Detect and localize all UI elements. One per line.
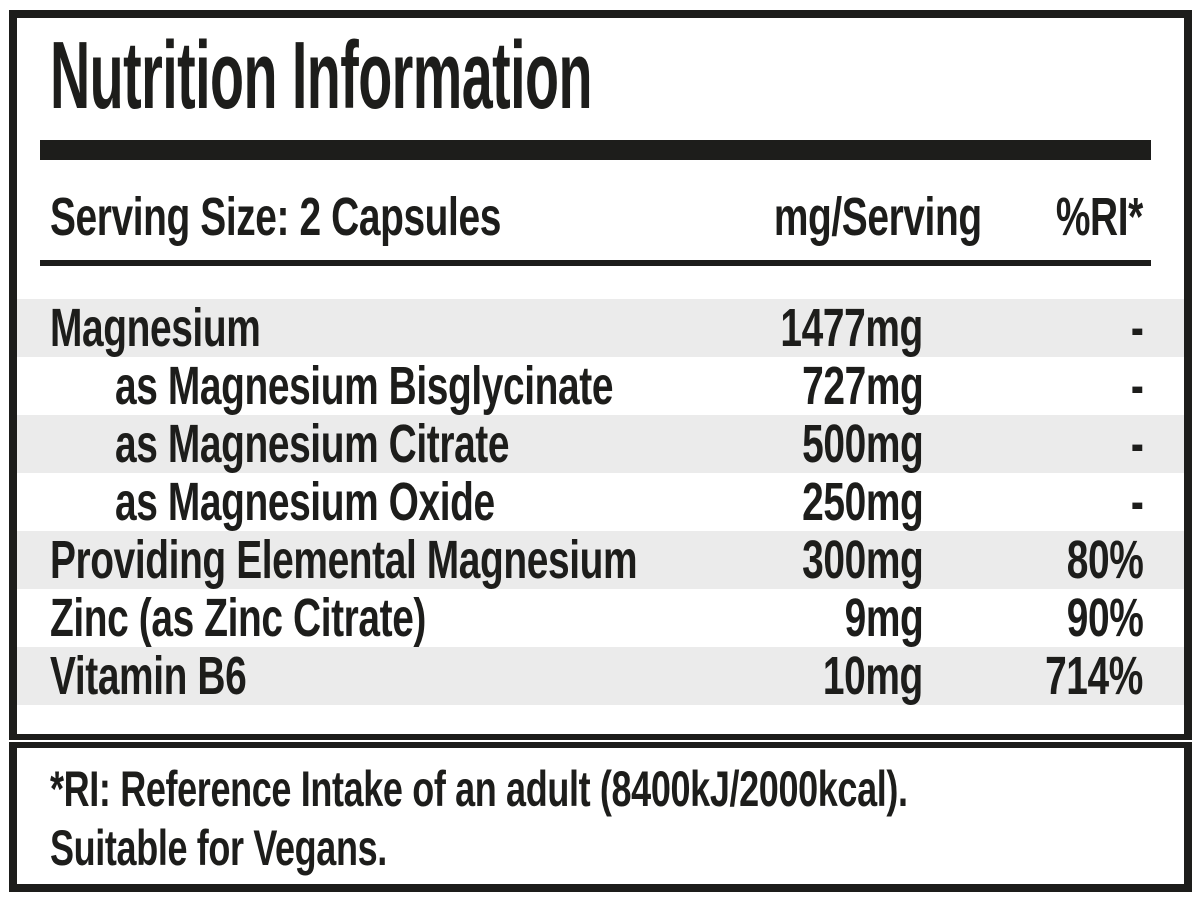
nutrient-amount: 500mg <box>801 414 924 474</box>
page-title: Nutrition Information <box>50 22 1184 129</box>
header-serving-size: Serving Size: 2 Capsules <box>50 187 501 247</box>
page-title-text: Nutrition Information <box>50 22 592 129</box>
header-divider-line <box>40 260 1151 266</box>
table-header: Serving Size: 2 Capsules mg/Serving %RI* <box>17 187 1184 247</box>
nutrient-amount: 300mg <box>801 530 924 590</box>
nutrient-name: Magnesium <box>50 298 261 358</box>
table-row-magnesium-oxide: as Magnesium Oxide 250mg - <box>17 472 1184 532</box>
nutrient-ri: - <box>1130 298 1143 358</box>
nutrient-amount: 9mg <box>844 588 923 648</box>
header-percent-ri: %RI* <box>1055 187 1143 247</box>
table-row-vitamin-b6: Vitamin B6 10mg 714% <box>17 646 1184 706</box>
nutrient-amount: 10mg <box>822 646 923 706</box>
footnote-vegan: Suitable for Vegans. <box>50 820 387 876</box>
table-row-magnesium: Magnesium 1477mg - <box>17 298 1184 358</box>
nutrient-ri: 90% <box>1066 588 1143 648</box>
table-row-elemental-magnesium: Providing Elemental Magnesium 300mg 80% <box>17 530 1184 590</box>
nutrient-name: as Magnesium Bisglycinate <box>115 356 614 416</box>
table-row-magnesium-citrate: as Magnesium Citrate 500mg - <box>17 414 1184 474</box>
nutrient-ri: 714% <box>1045 646 1143 706</box>
nutrient-amount: 250mg <box>801 472 924 532</box>
nutrient-name: as Magnesium Oxide <box>115 472 495 532</box>
nutrient-ri: 80% <box>1066 530 1143 590</box>
nutrient-name: Vitamin B6 <box>50 646 247 706</box>
footnote-panel: *RI: Reference Intake of an adult (8400k… <box>9 742 1192 892</box>
table-row-magnesium-bisglycinate: as Magnesium Bisglycinate 727mg - <box>17 356 1184 416</box>
nutrient-ri: - <box>1130 414 1143 474</box>
table-row-zinc: Zinc (as Zinc Citrate) 9mg 90% <box>17 588 1184 648</box>
nutrient-ri: - <box>1130 472 1143 532</box>
nutrient-name: as Magnesium Citrate <box>115 414 510 474</box>
nutrient-ri: - <box>1130 356 1143 416</box>
nutrient-name: Providing Elemental Magnesium <box>50 530 638 590</box>
nutrient-amount: 1477mg <box>780 298 924 358</box>
footnote: *RI: Reference Intake of an adult (8400k… <box>50 760 1143 878</box>
footnote-reference-intake: *RI: Reference Intake of an adult (8400k… <box>50 761 908 817</box>
header-mg-per-serving: mg/Serving <box>773 187 982 247</box>
nutrient-amount: 727mg <box>801 356 924 416</box>
title-divider-bar <box>40 140 1151 160</box>
nutrient-table: Magnesium 1477mg - as Magnesium Bisglyci… <box>17 298 1184 706</box>
nutrient-name: Zinc (as Zinc Citrate) <box>50 588 426 648</box>
nutrition-panel: Nutrition Information Serving Size: 2 Ca… <box>9 10 1192 740</box>
